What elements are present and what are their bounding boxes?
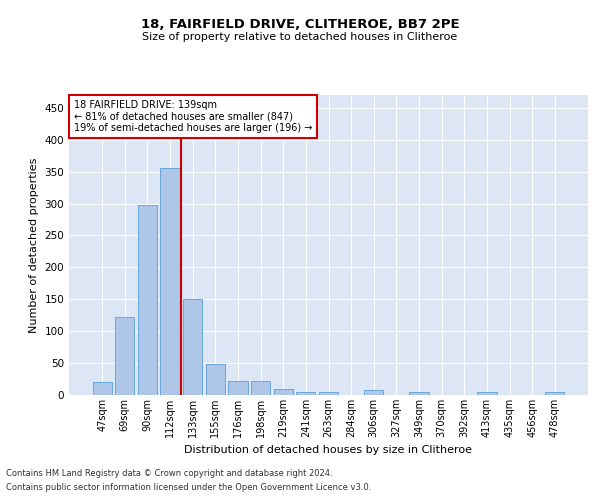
Bar xyxy=(296,392,316,395)
X-axis label: Distribution of detached houses by size in Clitheroe: Distribution of detached houses by size … xyxy=(185,446,473,456)
Text: Size of property relative to detached houses in Clitheroe: Size of property relative to detached ho… xyxy=(142,32,458,42)
Bar xyxy=(138,205,157,395)
Text: Contains HM Land Registry data © Crown copyright and database right 2024.: Contains HM Land Registry data © Crown c… xyxy=(6,468,332,477)
Bar xyxy=(477,392,497,395)
Bar xyxy=(274,388,293,395)
Bar xyxy=(92,382,112,395)
Y-axis label: Number of detached properties: Number of detached properties xyxy=(29,158,39,332)
Bar xyxy=(319,392,338,395)
Bar xyxy=(115,317,134,395)
Bar xyxy=(229,381,248,395)
Bar xyxy=(183,300,202,395)
Bar xyxy=(251,381,270,395)
Text: 18 FAIRFIELD DRIVE: 139sqm
← 81% of detached houses are smaller (847)
19% of sem: 18 FAIRFIELD DRIVE: 139sqm ← 81% of deta… xyxy=(74,100,313,132)
Text: Contains public sector information licensed under the Open Government Licence v3: Contains public sector information licen… xyxy=(6,484,371,492)
Bar xyxy=(160,168,180,395)
Bar xyxy=(545,392,565,395)
Text: 18, FAIRFIELD DRIVE, CLITHEROE, BB7 2PE: 18, FAIRFIELD DRIVE, CLITHEROE, BB7 2PE xyxy=(140,18,460,30)
Bar xyxy=(409,392,428,395)
Bar xyxy=(364,390,383,395)
Bar xyxy=(206,364,225,395)
